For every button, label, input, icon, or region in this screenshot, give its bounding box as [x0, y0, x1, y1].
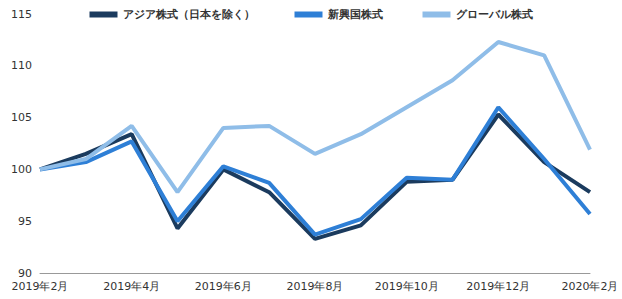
svg-text:2019年8月: 2019年8月	[287, 280, 344, 293]
svg-text:2019年6月: 2019年6月	[195, 280, 252, 293]
svg-text:105: 105	[11, 111, 32, 124]
svg-text:90: 90	[18, 267, 32, 280]
svg-text:アジア株式（日本を除く）: アジア株式（日本を除く）	[123, 8, 255, 21]
svg-text:115: 115	[11, 8, 32, 21]
svg-text:新興国株式: 新興国株式	[327, 8, 383, 21]
svg-text:110: 110	[11, 59, 32, 72]
svg-text:2019年4月: 2019年4月	[103, 280, 160, 293]
svg-text:100: 100	[11, 163, 32, 176]
svg-text:95: 95	[18, 215, 32, 228]
svg-text:2020年2月: 2020年2月	[562, 280, 619, 293]
svg-text:2019年12月: 2019年12月	[466, 280, 530, 293]
svg-text:2019年2月: 2019年2月	[12, 280, 69, 293]
svg-text:2019年10月: 2019年10月	[375, 280, 439, 293]
svg-text:グローバル株式: グローバル株式	[456, 8, 533, 21]
